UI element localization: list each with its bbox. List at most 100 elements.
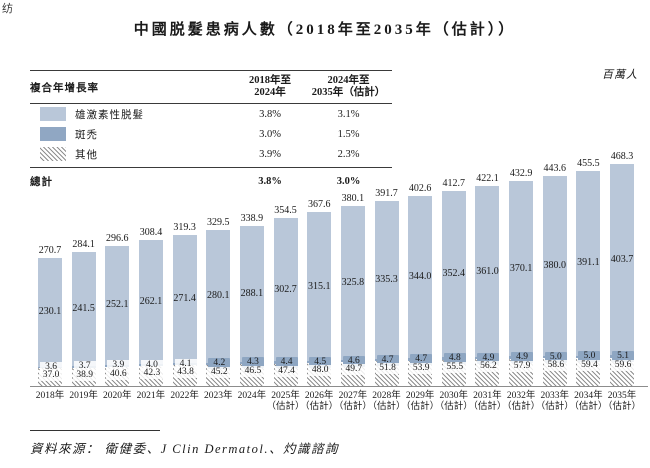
bar-value-androgenetic: 370.1 (509, 262, 533, 274)
cagr-col2-line1: 2024年至 (327, 75, 370, 86)
cagr-col1-line1: 2018年至 (249, 75, 291, 86)
bar-value-areata: 5.1 (612, 351, 635, 363)
bar-value-androgenetic: 271.4 (173, 293, 196, 305)
bar-value-others: 59.4 (577, 359, 602, 371)
source-divider (30, 430, 160, 431)
x-axis-label: 2024年 (231, 391, 273, 402)
cagr-header-label: 複合年增長率 (30, 82, 99, 94)
x-axis-label-year: 2029年 (405, 391, 435, 401)
bar-value-others: 55.5 (442, 361, 467, 373)
cagr-col-2018-2024: 2018年至 2024年 (235, 75, 305, 99)
legend-label-areata: 斑禿 (30, 127, 235, 142)
x-axis-label-year: 2035年 (607, 391, 637, 401)
page-corner-text: 纺 (2, 3, 13, 15)
bar-value-androgenetic: 302.7 (274, 283, 297, 295)
bar-value-others: 45.2 (207, 366, 232, 378)
bar-total-label: 380.1 (341, 193, 365, 205)
bar-value-androgenetic: 315.1 (307, 280, 331, 292)
bar-value-others: 49.7 (341, 364, 366, 376)
bar-segment-androgenetic (542, 176, 567, 356)
x-axis-label: 2032年 （估計） (500, 391, 542, 413)
bar-segment-androgenetic (340, 206, 365, 361)
cagr-total-value: 3.8% (258, 176, 282, 187)
x-axis-label-estimate-note: （估計） (535, 402, 574, 412)
bar-segment-androgenetic (509, 181, 534, 357)
bar-value-areata: 4.3 (241, 357, 264, 369)
x-axis-label: 2021年 (130, 391, 172, 402)
bar-total-label: 422.1 (476, 173, 499, 185)
bar-value-androgenetic: 252.1 (106, 299, 129, 311)
bar-value-others: 37.0 (39, 370, 63, 382)
bar-value-areata: 4.2 (208, 358, 231, 370)
bar-value-androgenetic: 391.1 (577, 257, 600, 269)
bar-value-androgenetic: 262.1 (139, 296, 163, 308)
bar-segment-androgenetic (576, 170, 601, 356)
x-axis-label-year: 2020年 (103, 391, 132, 401)
bar-value-others: 48.0 (308, 365, 333, 377)
x-axis-label: 2022年 (164, 391, 206, 402)
x-axis-label-year: 2028年 (372, 391, 401, 401)
bar-value-androgenetic: 325.8 (341, 277, 365, 289)
x-axis-label: 2030年 （估計） (433, 391, 475, 413)
bar-segment-androgenetic (408, 195, 433, 359)
x-axis-label-estimate-note: （估計） (468, 402, 507, 412)
bar-segment-androgenetic (273, 218, 298, 362)
bar-value-areata: 4.7 (410, 353, 433, 365)
bar-total-label: 319.3 (173, 221, 196, 233)
bar-total-label: 308.4 (139, 227, 163, 239)
bar-segment-androgenetic (374, 200, 399, 360)
bar-value-areata: 4.5 (309, 356, 332, 368)
others-hatch-swatch-icon (40, 147, 66, 161)
bar-value-areata: 4.6 (342, 355, 365, 367)
legend-row-others: 其他 3.9% 2.3% (30, 144, 392, 164)
bar-value-areata: 4.4 (275, 357, 298, 369)
x-axis-label-estimate-note: （估計） (502, 402, 541, 412)
bar-value-androgenetic: 280.1 (207, 290, 230, 302)
bar-value-androgenetic: 230.1 (38, 306, 62, 318)
bar-total-label: 412.7 (442, 177, 466, 189)
x-axis-label-year: 2018年 (35, 391, 65, 401)
bar-value-others: 58.6 (543, 360, 568, 372)
bar-total-label: 367.6 (307, 199, 331, 211)
bar-value-areata: 4.9 (477, 352, 500, 364)
legend-label-others: 其他 (30, 147, 235, 162)
cagr-value: 3.8% (259, 108, 281, 120)
x-axis-label-year: 2030年 (439, 391, 469, 401)
x-axis-label: 2018年 (29, 391, 71, 402)
bar-value-others: 56.2 (476, 361, 501, 373)
bar-value-androgenetic: 288.1 (240, 287, 264, 299)
x-axis-label-year: 2019年 (69, 391, 98, 401)
bar-value-others: 57.9 (510, 360, 535, 372)
x-axis-label-year: 2026年 (304, 391, 334, 401)
bar-value-others: 51.8 (375, 363, 400, 375)
bar-segment-androgenetic (475, 186, 500, 358)
x-axis-label: 2020年 (96, 391, 138, 402)
bar-value-areata: 5.0 (544, 351, 567, 363)
x-axis-label: 2029年 （估計） (399, 391, 441, 413)
x-axis-label-year: 2023年 (203, 391, 233, 401)
chart-title: 中國脱髮患病人數（2018年至2035年（估計）） (133, 22, 517, 38)
x-axis-label: 2025年 （估計） (265, 391, 307, 413)
bar-segment-androgenetic (105, 245, 130, 365)
legend-text: 雄激素性脱髮 (75, 109, 144, 121)
bar-value-others: 59.6 (611, 359, 636, 371)
bar-total-label: 391.7 (375, 187, 398, 199)
cagr-value: 3.0% (259, 128, 281, 140)
x-axis-label-estimate-note: （估計） (367, 402, 406, 412)
bar-segment-androgenetic (71, 251, 96, 366)
cagr-value: 3.9% (259, 148, 281, 160)
bar-total-label: 270.7 (38, 244, 62, 256)
bar-segment-androgenetic (138, 240, 163, 365)
bar-value-androgenetic: 403.7 (610, 253, 634, 265)
x-axis-label-year: 2027年 (338, 391, 368, 401)
x-axis-label: 2026年 （估計） (298, 391, 340, 413)
x-axis-label-year: 2032年 (506, 391, 536, 401)
x-axis-label-estimate-note: （估計） (333, 402, 372, 412)
x-axis-label: 2035年 （估計） (601, 391, 643, 413)
x-axis-label-estimate-note: （估計） (266, 402, 305, 412)
x-axis-label: 2034年 （估計） (567, 391, 609, 413)
x-axis-label: 2031年 （估計） (466, 391, 508, 413)
bar-value-androgenetic: 361.0 (476, 265, 499, 277)
x-axis-label-year: 2034年 (574, 391, 603, 401)
